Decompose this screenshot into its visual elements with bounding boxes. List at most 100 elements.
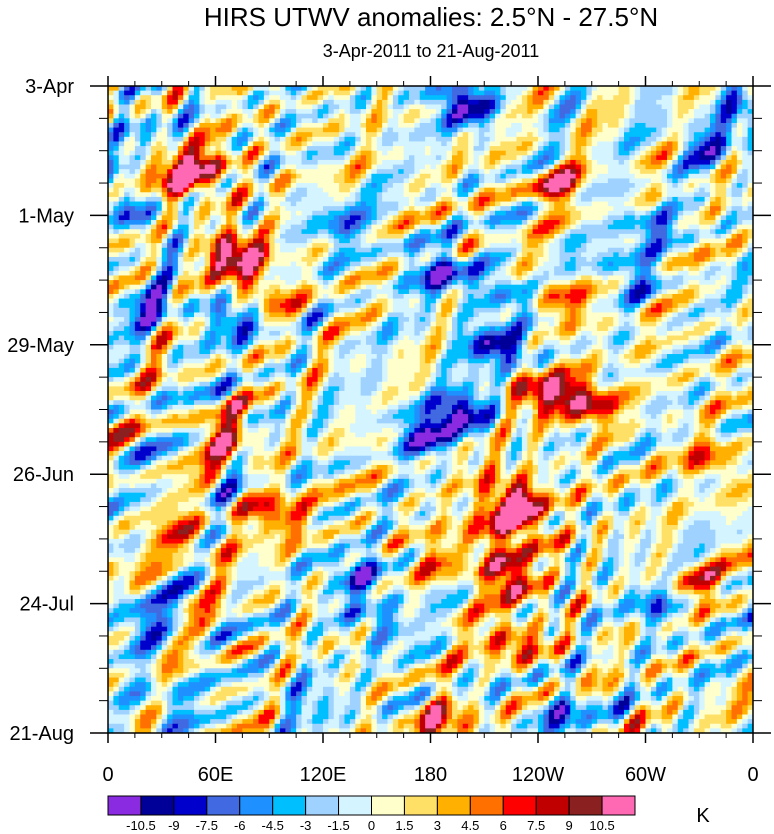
heatmap-cell	[688, 132, 695, 138]
heatmap-cell	[640, 266, 647, 272]
heatmap-cell	[129, 210, 136, 216]
heatmap-cell	[296, 90, 303, 96]
heatmap-cell	[108, 118, 114, 124]
heatmap-cell	[500, 206, 507, 212]
heatmap-cell	[323, 141, 329, 147]
heatmap-cell	[554, 206, 561, 212]
heatmap-cell	[317, 127, 324, 133]
heatmap-cell	[134, 266, 141, 272]
heatmap-cell	[543, 201, 550, 207]
heatmap-cell	[457, 90, 464, 96]
heatmap-cell	[210, 215, 217, 221]
heatmap-cell	[462, 86, 469, 92]
heatmap-cell	[242, 229, 249, 235]
heatmap-cell	[371, 169, 378, 175]
heatmap-cell	[215, 206, 222, 212]
heatmap-cell	[629, 150, 636, 156]
heatmap-cell	[226, 261, 233, 267]
heatmap-cell	[607, 178, 614, 184]
heatmap-cell	[285, 104, 292, 110]
heatmap-cell	[194, 201, 200, 207]
heatmap-cell	[538, 104, 544, 110]
heatmap-cell	[215, 183, 222, 189]
heatmap-cell	[731, 155, 738, 161]
heatmap-cell	[500, 275, 507, 281]
heatmap-cell	[226, 155, 233, 161]
heatmap-cell	[736, 201, 743, 207]
heatmap-cell	[661, 122, 668, 129]
heatmap-cell	[505, 210, 512, 216]
heatmap-cell	[339, 86, 346, 92]
heatmap-cell	[145, 164, 152, 170]
heatmap-cell	[124, 136, 131, 143]
heatmap-cell	[677, 270, 684, 277]
heatmap-cell	[634, 206, 641, 212]
heatmap-cell	[349, 215, 356, 221]
heatmap-cell	[473, 238, 480, 244]
heatmap-cell	[113, 146, 120, 152]
heatmap-cell	[715, 150, 722, 156]
heatmap-cell	[452, 238, 458, 244]
heatmap-cell	[693, 201, 700, 207]
heatmap-cell	[527, 173, 534, 180]
heatmap-cell	[489, 104, 496, 110]
heatmap-cell	[731, 86, 738, 92]
heatmap-cell	[113, 150, 120, 156]
heatmap-cell	[484, 256, 491, 263]
heatmap-cell	[640, 192, 647, 198]
heatmap-cell	[441, 266, 448, 272]
heatmap-cell	[161, 178, 168, 184]
heatmap-cell	[650, 243, 657, 249]
heatmap-cell	[129, 229, 136, 235]
heatmap-cell	[435, 247, 442, 253]
heatmap-cell	[156, 169, 163, 175]
heatmap-cell	[237, 99, 243, 106]
heatmap-cell	[677, 233, 684, 240]
heatmap-cell	[220, 256, 227, 263]
heatmap-cell	[672, 86, 679, 92]
heatmap-cell	[736, 206, 743, 212]
heatmap-cell	[253, 243, 260, 249]
heatmap-cell	[613, 164, 620, 170]
heatmap-cell	[677, 206, 684, 212]
heatmap-cell	[532, 256, 539, 263]
heatmap-cell	[387, 104, 394, 110]
heatmap-cell	[435, 270, 442, 277]
heatmap-cell	[683, 155, 690, 161]
heatmap-cell	[328, 215, 335, 221]
heatmap-cell	[194, 95, 200, 101]
heatmap-cell	[129, 256, 136, 263]
heatmap-cell	[333, 183, 340, 189]
heatmap-cell	[586, 127, 593, 133]
heatmap-cell	[597, 261, 604, 267]
heatmap-cell	[124, 109, 131, 115]
heatmap-cell	[693, 104, 700, 110]
heatmap-cell	[183, 201, 190, 207]
heatmap-cell	[688, 270, 695, 277]
heatmap-cell	[581, 210, 587, 216]
heatmap-cell	[242, 196, 249, 203]
heatmap-cell	[618, 118, 625, 124]
heatmap-cell	[548, 247, 555, 253]
heatmap-cell	[607, 201, 614, 207]
heatmap-cell	[392, 233, 399, 240]
heatmap-cell	[629, 233, 636, 240]
heatmap-cell	[226, 141, 233, 147]
heatmap-cell	[624, 261, 630, 267]
heatmap-cell	[650, 238, 657, 244]
heatmap-cell	[333, 136, 340, 143]
heatmap-cell	[285, 270, 292, 277]
heatmap-cell	[693, 132, 700, 138]
heatmap-cell	[559, 210, 566, 216]
heatmap-cell	[204, 187, 211, 193]
heatmap-cell	[688, 206, 695, 212]
heatmap-cell	[145, 90, 152, 96]
heatmap-cell	[226, 150, 233, 156]
heatmap-cell	[344, 178, 351, 184]
heatmap-cell	[543, 215, 550, 221]
heatmap-cell	[726, 159, 733, 166]
heatmap-cell	[145, 247, 152, 253]
heatmap-cell	[156, 238, 163, 244]
heatmap-cell	[231, 270, 238, 277]
heatmap-cell	[425, 164, 432, 170]
